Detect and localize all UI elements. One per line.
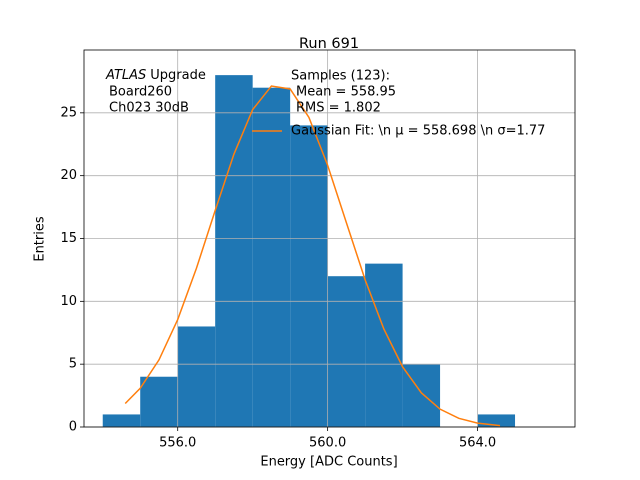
- stats-line: Mean = 558.95: [296, 85, 396, 100]
- y-tick-label: 10: [60, 294, 77, 309]
- x-tick-label: 560.0: [309, 436, 346, 451]
- bar: [252, 87, 291, 427]
- y-tick-label: 25: [60, 105, 77, 120]
- annotation-line: Board260: [109, 85, 172, 100]
- x-axis-label: Energy [ADC Counts]: [260, 455, 397, 470]
- x-tick-label: 556.0: [159, 436, 196, 451]
- bar: [215, 75, 253, 427]
- legend-label: Gaussian Fit: \n μ = 558.698 \n σ=1.77: [291, 124, 545, 139]
- y-axis-label: Entries: [33, 216, 48, 262]
- bar: [177, 326, 216, 427]
- x-tick-label: 564.0: [459, 436, 496, 451]
- chart-title: Run 691: [299, 36, 359, 52]
- y-tick-label: 15: [60, 231, 77, 246]
- bar: [365, 263, 403, 427]
- bar: [290, 125, 328, 428]
- bar: [327, 276, 366, 427]
- annotation-italic: ATLAS: [105, 68, 146, 83]
- annotation: ATLAS Upgrade: [105, 68, 206, 83]
- y-tick-label: 0: [69, 420, 77, 435]
- annotation-line: Ch023 30dB: [109, 101, 189, 116]
- y-tick-label: 20: [60, 168, 77, 183]
- stats-line: Samples (123):: [291, 69, 390, 84]
- y-tick-label: 5: [69, 357, 77, 372]
- fit-line: [124, 85, 501, 427]
- axes-frame: [83, 49, 576, 428]
- plot-area: 556.0 560.0 564.0 0 5 10 15 20 25: [60, 49, 576, 451]
- bar: [140, 376, 178, 427]
- bar: [102, 414, 141, 427]
- stats-line: RMS = 1.802: [296, 101, 381, 116]
- annotation-text: Upgrade: [150, 68, 206, 83]
